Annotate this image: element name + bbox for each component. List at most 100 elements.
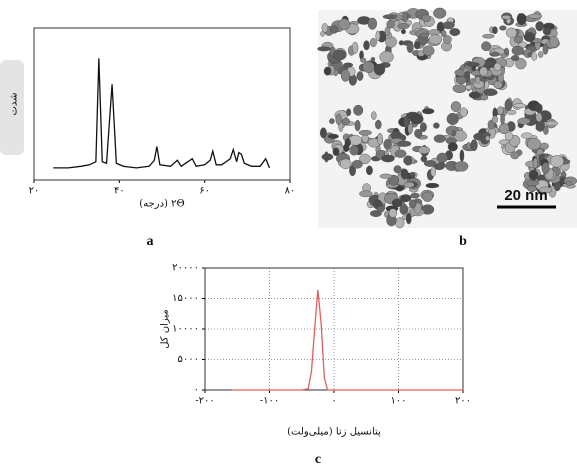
particle — [442, 35, 452, 44]
particle — [501, 15, 512, 20]
particle — [482, 34, 495, 39]
particle — [405, 212, 412, 225]
particle — [446, 112, 459, 125]
particle — [400, 194, 412, 203]
particle — [504, 131, 514, 141]
particle — [395, 185, 404, 192]
particle — [521, 132, 533, 139]
particle — [535, 21, 545, 32]
particle — [422, 45, 435, 57]
particle — [420, 155, 428, 163]
particle — [359, 190, 373, 198]
particle — [385, 36, 397, 48]
particle — [320, 127, 327, 139]
particle — [425, 182, 440, 189]
particle — [433, 7, 447, 19]
particle — [454, 161, 469, 172]
particle — [459, 107, 468, 118]
particle — [360, 57, 367, 63]
particle — [493, 80, 503, 89]
particle — [496, 106, 504, 116]
particle — [459, 149, 465, 162]
particle — [511, 55, 520, 62]
particle — [407, 122, 413, 135]
x-tick-label: ۱۰۰ — [390, 396, 406, 407]
particle — [388, 208, 398, 218]
x-tick-label: ۴۰ — [114, 186, 125, 197]
particle — [321, 23, 329, 33]
particle — [384, 26, 391, 36]
particle — [554, 181, 561, 192]
particle — [363, 40, 370, 51]
particle — [379, 50, 394, 63]
particle — [422, 108, 435, 115]
particle — [549, 36, 560, 48]
particle — [422, 191, 433, 202]
particle — [358, 129, 372, 136]
particle — [346, 108, 352, 117]
particle — [419, 122, 427, 132]
particle — [370, 57, 376, 62]
particle — [418, 146, 431, 155]
particle — [406, 41, 414, 53]
particle — [481, 41, 492, 52]
particle — [421, 14, 431, 22]
particle — [433, 134, 446, 143]
particle — [340, 69, 351, 82]
y-tick-label: ۵۰۰۰ — [178, 354, 199, 365]
particle — [420, 32, 429, 38]
particle — [490, 51, 500, 57]
particle — [343, 62, 354, 68]
y-tick-label: ۱۰۰۰۰ — [172, 324, 199, 335]
particle — [531, 52, 538, 61]
particle — [413, 41, 421, 50]
particle — [383, 138, 392, 150]
particle — [538, 51, 544, 58]
particle — [485, 135, 491, 142]
particle — [528, 13, 543, 19]
particle — [442, 22, 455, 30]
particle — [499, 25, 507, 31]
data-line — [53, 58, 271, 169]
particle — [436, 152, 448, 163]
particle — [409, 113, 424, 125]
particle — [492, 26, 498, 35]
particle — [479, 66, 488, 77]
particle — [366, 165, 373, 176]
particle — [401, 29, 406, 35]
particle — [450, 101, 462, 112]
particle — [449, 28, 461, 36]
particle — [329, 25, 339, 34]
particle — [403, 181, 415, 188]
x-tick-label: -۲۰۰ — [195, 396, 215, 407]
tem-image — [317, 7, 577, 229]
particle — [433, 122, 440, 129]
particle — [381, 154, 395, 163]
particle — [397, 140, 412, 147]
particle — [332, 49, 347, 61]
particle — [367, 17, 378, 30]
data-line — [232, 289, 463, 391]
x-axis-label: ۲Θ (درجه) — [139, 199, 184, 210]
particle — [402, 11, 408, 23]
particle — [362, 60, 375, 73]
particle — [505, 27, 517, 38]
particle — [371, 111, 377, 120]
particle — [403, 115, 410, 129]
particle — [400, 168, 409, 180]
particle — [506, 109, 517, 115]
particle — [510, 151, 520, 160]
particle — [500, 113, 505, 125]
y-axis-label: میزان کل — [160, 309, 171, 349]
scale-bar-label: 20 nm — [504, 187, 547, 204]
y-axis-label: شدت — [9, 92, 20, 115]
x-tick-label: ۸۰ — [285, 186, 296, 197]
particle — [332, 147, 340, 156]
panel-label: c — [315, 452, 321, 467]
particle — [480, 94, 489, 101]
particle — [466, 62, 480, 67]
particle — [359, 153, 371, 165]
plot-frame — [33, 27, 291, 181]
particle — [344, 138, 351, 148]
particle — [373, 63, 386, 76]
